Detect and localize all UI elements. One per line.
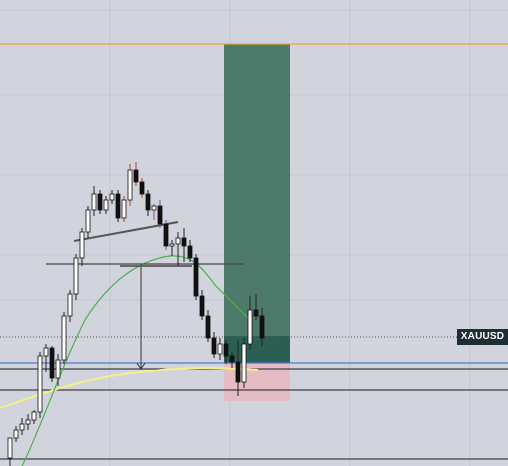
bear-candle [181,237,187,247]
bull-candle [175,237,181,245]
bear-candle [253,309,259,317]
candlestick-series [7,162,265,466]
bull-candle [31,411,37,421]
bull-candle [67,293,73,317]
bear-candle [139,181,145,195]
bull-candle [19,423,25,431]
neckline-trendline [73,221,179,242]
entry-zone [224,336,290,363]
bull-candle [25,419,31,425]
bull-candle [79,231,85,259]
bull-candle [55,359,61,379]
bull-candle [127,169,133,201]
bull-candle [217,343,223,355]
bear-candle [229,355,235,363]
bear-candle [163,223,169,247]
bull-candle [121,199,127,219]
bull-candle [241,343,247,383]
bear-candle [157,205,163,225]
arrow-head-icon [136,362,146,370]
bull-candle [61,315,67,361]
bull-candle [247,309,253,345]
bull-candle [37,355,43,413]
bull-candle [73,257,79,295]
bear-candle [145,193,151,211]
fast-moving-average [21,255,249,466]
position-tool [224,44,290,401]
profit-zone [224,44,290,336]
bear-candle [49,347,55,379]
bull-candle [13,429,19,439]
bear-candle [193,257,199,297]
bull-candle [169,243,175,247]
bull-candle [109,193,115,201]
bull-candle [7,437,13,459]
bear-candle [235,361,241,383]
bull-candle [85,209,91,233]
bull-candle [151,205,157,211]
bear-candle [97,193,103,211]
bear-candle [205,315,211,339]
slow-moving-average [0,367,259,409]
bull-candle [103,199,109,211]
pattern-drawings [46,221,243,370]
bear-candle [199,295,205,317]
horizontal-levels [0,43,508,460]
bull-candle [43,347,49,357]
bear-candle [133,169,139,183]
bear-candle [223,343,229,357]
bear-candle [259,315,265,339]
bear-candle [187,245,193,259]
moving-averages [0,255,259,466]
symbol-price-tag: XAUUSD [457,329,508,345]
bull-candle [91,193,97,211]
bear-candle [211,337,217,355]
bear-candle [115,193,121,219]
